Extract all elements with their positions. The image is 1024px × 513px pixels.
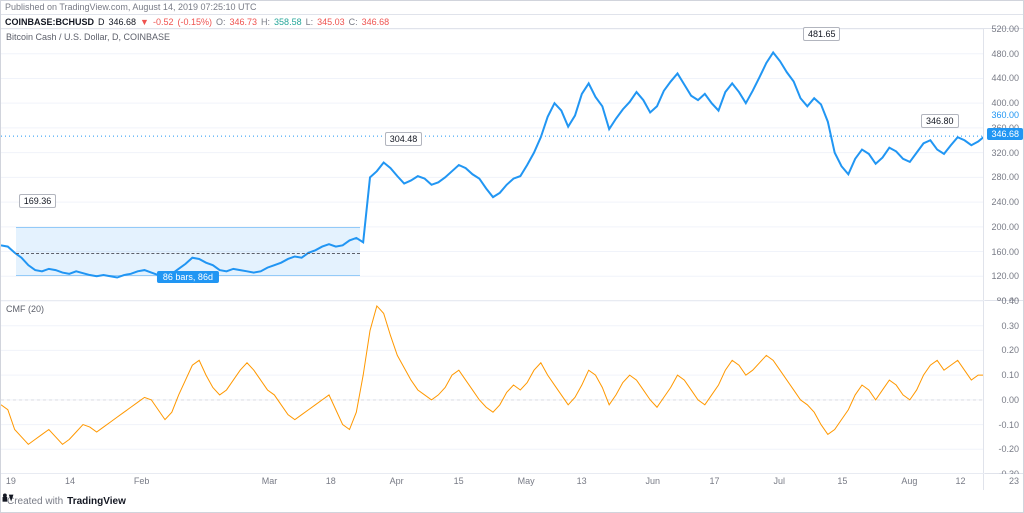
- chart-container: Bitcoin Cash / U.S. Dollar, D, COINBASE …: [1, 29, 1023, 492]
- price-y-tick: 240.00: [991, 197, 1019, 207]
- range-label: 86 bars, 86d: [157, 271, 219, 283]
- footer: Created with TradingView: [1, 490, 1023, 512]
- current-price-badge: 346.68: [987, 128, 1023, 140]
- price-y-tick: 440.00: [991, 73, 1019, 83]
- cmf-y-tick: -0.10: [998, 420, 1019, 430]
- x-end-label: 23: [1009, 476, 1019, 486]
- footer-text: Created with: [7, 496, 63, 507]
- price-360-label: 360.00: [991, 110, 1019, 120]
- x-tick: 13: [577, 476, 587, 486]
- cmf-y-axis: -0.30-0.20-0.100.000.100.200.300.40: [983, 301, 1023, 473]
- x-tick: 17: [709, 476, 719, 486]
- cmf-y-tick: 0.40: [1001, 296, 1019, 306]
- cmf-pane[interactable]: CMF (20) -0.30-0.20-0.100.000.100.200.30…: [1, 301, 1023, 474]
- x-tick: 15: [837, 476, 847, 486]
- publish-header: Published on TradingView.com, August 14,…: [1, 1, 1023, 15]
- o-label: O:: [216, 17, 226, 27]
- x-tick: May: [518, 476, 535, 486]
- cmf-title: CMF (20): [6, 304, 44, 314]
- price-y-axis: 80.00120.00160.00200.00240.00280.00320.0…: [983, 29, 1023, 300]
- price-y-tick: 280.00: [991, 172, 1019, 182]
- ticker-low: 345.03: [317, 17, 345, 27]
- price-y-tick: 320.00: [991, 148, 1019, 158]
- price-callout: 169.36: [19, 194, 57, 208]
- x-tick: 15: [454, 476, 464, 486]
- ticker-symbol: COINBASE:BCHUSD: [5, 17, 94, 27]
- footer-brand: TradingView: [67, 496, 126, 507]
- ticker-change: -0.52: [153, 17, 174, 27]
- x-tick: Apr: [390, 476, 404, 486]
- ticker-arrow-icon: ▼: [140, 17, 149, 27]
- price-y-tick: 120.00: [991, 271, 1019, 281]
- price-y-tick: 200.00: [991, 222, 1019, 232]
- ticker-change-pct: (-0.15%): [177, 17, 212, 27]
- range-midline: [16, 253, 360, 254]
- tradingview-logo-icon: [1, 490, 15, 504]
- price-y-tick: 520.00: [991, 24, 1019, 34]
- ticker-open: 346.73: [230, 17, 258, 27]
- price-callout: 304.48: [385, 132, 423, 146]
- price-callout: 346.80: [921, 114, 959, 128]
- price-callout: 481.65: [803, 27, 841, 41]
- ticker-bar: COINBASE:BCHUSD D 346.68 ▼ -0.52 (-0.15%…: [1, 15, 1023, 29]
- cmf-y-tick: -0.20: [998, 444, 1019, 454]
- ticker-close: 346.68: [362, 17, 390, 27]
- x-tick: Mar: [262, 476, 278, 486]
- cmf-chart-svg: [1, 301, 985, 474]
- price-pane-title: Bitcoin Cash / U.S. Dollar, D, COINBASE: [6, 32, 170, 42]
- price-y-tick: 480.00: [991, 49, 1019, 59]
- cmf-y-tick: 0.30: [1001, 321, 1019, 331]
- ticker-high: 358.58: [274, 17, 302, 27]
- x-tick: Jun: [646, 476, 661, 486]
- publish-text: Published on TradingView.com, August 14,…: [5, 2, 257, 12]
- x-tick: 18: [326, 476, 336, 486]
- x-tick: 14: [65, 476, 75, 486]
- price-pane[interactable]: Bitcoin Cash / U.S. Dollar, D, COINBASE …: [1, 29, 1023, 301]
- x-tick: Feb: [134, 476, 150, 486]
- l-label: L:: [306, 17, 314, 27]
- ticker-interval: D: [98, 17, 105, 27]
- cmf-y-tick: 0.10: [1001, 370, 1019, 380]
- x-tick: Aug: [901, 476, 917, 486]
- price-y-tick: 160.00: [991, 247, 1019, 257]
- x-tick: Jul: [773, 476, 785, 486]
- x-tick: 19: [6, 476, 16, 486]
- c-label: C:: [349, 17, 358, 27]
- price-y-tick: 400.00: [991, 98, 1019, 108]
- ticker-last: 346.68: [109, 17, 137, 27]
- h-label: H:: [261, 17, 270, 27]
- x-tick: 12: [955, 476, 965, 486]
- range-selection[interactable]: 86 bars, 86d: [16, 227, 360, 276]
- cmf-y-tick: 0.00: [1001, 395, 1019, 405]
- cmf-y-tick: 0.20: [1001, 345, 1019, 355]
